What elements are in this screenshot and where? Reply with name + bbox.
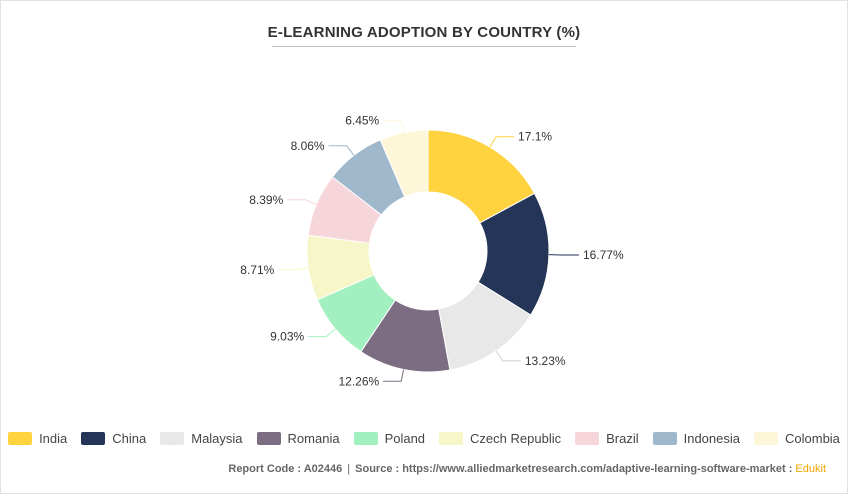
legend-label: Colombia [785, 430, 840, 446]
legend-label: China [112, 430, 147, 446]
legend-item[interactable]: Romania [256, 430, 340, 446]
slice-label: 8.39% [249, 193, 283, 207]
slice-label: 9.03% [270, 330, 304, 344]
leader-line [383, 369, 405, 382]
legend-item[interactable]: Brazil [575, 431, 639, 446]
slice-label: 17.1% [518, 130, 552, 144]
chart-title: E-LEARNING ADOPTION BY COUNTRY (%) [267, 24, 581, 41]
legend-swatch [575, 431, 600, 445]
legend-label: India [39, 430, 68, 446]
legend-swatch [160, 431, 185, 445]
leader-line [489, 136, 515, 148]
slice-label: 8.06% [291, 139, 325, 153]
slice-label: 8.71% [240, 263, 274, 277]
source-text: Source : https://www.alliedmarketresearc… [355, 463, 793, 475]
leader-line [383, 120, 405, 133]
legend-item[interactable]: Czech Republic [439, 431, 561, 446]
legend-item[interactable]: Colombia [754, 431, 840, 446]
legend-label: Romania [287, 430, 340, 446]
slice-label: 12.26% [338, 374, 379, 388]
title-underline [272, 46, 576, 47]
legend-item[interactable]: China [81, 431, 146, 446]
leader-line [495, 350, 521, 362]
legend-swatch [256, 431, 281, 445]
leader-line [278, 267, 309, 271]
donut-slices [306, 129, 550, 373]
brand-name: Edukit [795, 463, 826, 475]
slice-label: 6.45% [345, 114, 379, 128]
legend-swatch [8, 431, 33, 445]
legend-item[interactable]: Poland [353, 430, 426, 446]
legend-swatch [754, 431, 778, 445]
report-code: Report Code : A02446 [228, 463, 343, 475]
legend-swatch [81, 431, 106, 445]
chart-legend: India China Malaysia Romania Poland Czech Rep… [0, 428, 848, 448]
footer-separator: | [347, 463, 351, 475]
slice-label: 16.77% [583, 248, 624, 262]
slice-label: 13.23% [525, 354, 566, 368]
label-leader-lines [278, 120, 579, 382]
legend-swatch [652, 431, 677, 445]
legend-label: Brazil [606, 430, 639, 446]
legend-label: Czech Republic [470, 430, 562, 446]
legend-label: Indonesia [683, 430, 740, 446]
slice-colombia [379, 129, 429, 198]
leader-line [287, 199, 317, 205]
slice-india [427, 129, 536, 224]
legend-label: Poland [384, 430, 426, 446]
legend-item[interactable]: Indonesia [652, 430, 740, 446]
leader-line [308, 328, 336, 338]
legend-swatch [353, 431, 378, 445]
legend-item[interactable]: India [8, 431, 67, 446]
slice-labels: 17.1% 16.77% 13.23% 12.26% 9.03% 8.71% 8.39% 8.… [240, 114, 624, 389]
donut-chart: 17.1% 16.77% 13.23% 12.26% 9.03% 8.71% 8.39% 8.… [240, 114, 624, 389]
legend-label: Malaysia [191, 430, 243, 446]
legend-item[interactable]: Malaysia [160, 430, 243, 446]
leader-line [328, 145, 355, 156]
footer: Report Code : A02446 | Source : https://ww… [228, 463, 826, 475]
legend-swatch [439, 431, 464, 445]
